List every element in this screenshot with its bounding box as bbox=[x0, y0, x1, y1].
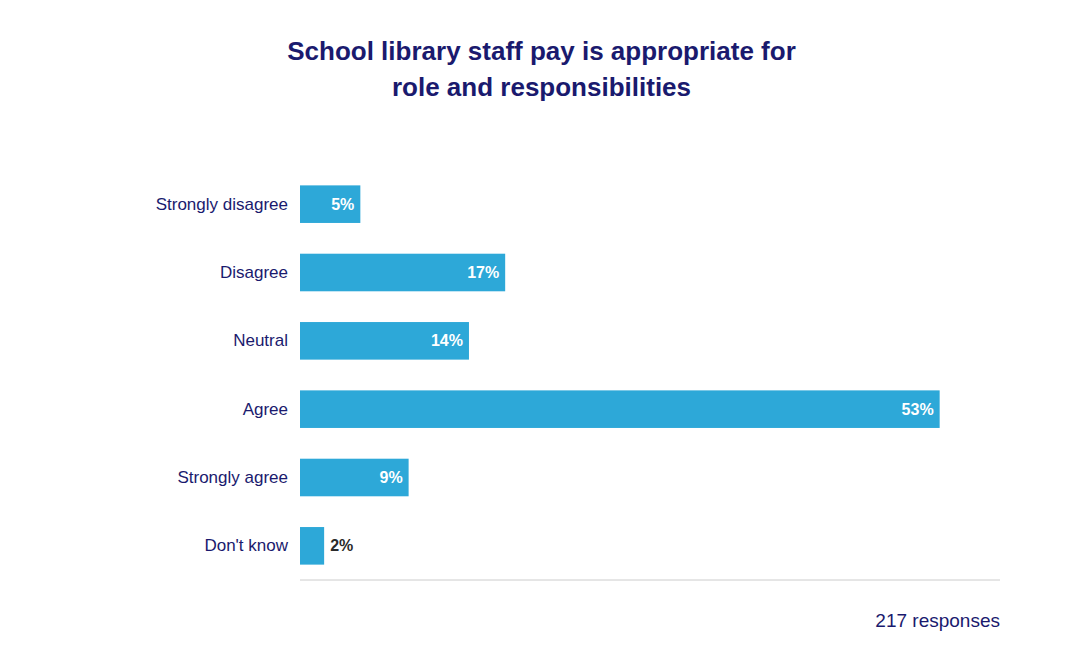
bar bbox=[300, 322, 469, 360]
bar bbox=[300, 390, 940, 428]
chart-container: School library staff pay is appropriate … bbox=[0, 0, 1083, 645]
title-line: role and responsibilities bbox=[392, 72, 691, 102]
category-label: Disagree bbox=[220, 263, 288, 282]
category-label: Neutral bbox=[233, 331, 288, 350]
labels: 5% 17% 14% 53% 9% 2% bbox=[330, 196, 934, 555]
bar bbox=[300, 254, 505, 292]
data-label: 5% bbox=[331, 196, 354, 213]
data-label: 9% bbox=[379, 469, 402, 486]
page: {"chart_data": {"type": "bar", "orientat… bbox=[0, 0, 1083, 645]
x-axis-line bbox=[300, 580, 1000, 581]
category-label: Agree bbox=[243, 400, 288, 419]
category-label: Don't know bbox=[204, 536, 288, 555]
data-label: 53% bbox=[902, 401, 934, 418]
category-label: Strongly disagree bbox=[156, 195, 288, 214]
data-label: 2% bbox=[330, 537, 353, 554]
bar bbox=[300, 459, 409, 497]
title-line: School library staff pay is appropriate … bbox=[287, 36, 796, 66]
data-label: 14% bbox=[431, 332, 463, 349]
title: School library staff pay is appropriate … bbox=[287, 36, 796, 102]
bar bbox=[300, 527, 324, 565]
annotation: 217 responses bbox=[875, 610, 1000, 631]
category-label: Strongly agree bbox=[177, 468, 288, 487]
chart-svg: School library staff pay is appropriate … bbox=[0, 0, 1083, 645]
data-label: 17% bbox=[467, 264, 499, 281]
bar bbox=[300, 185, 360, 223]
background bbox=[0, 0, 1083, 645]
bars bbox=[300, 185, 940, 564]
